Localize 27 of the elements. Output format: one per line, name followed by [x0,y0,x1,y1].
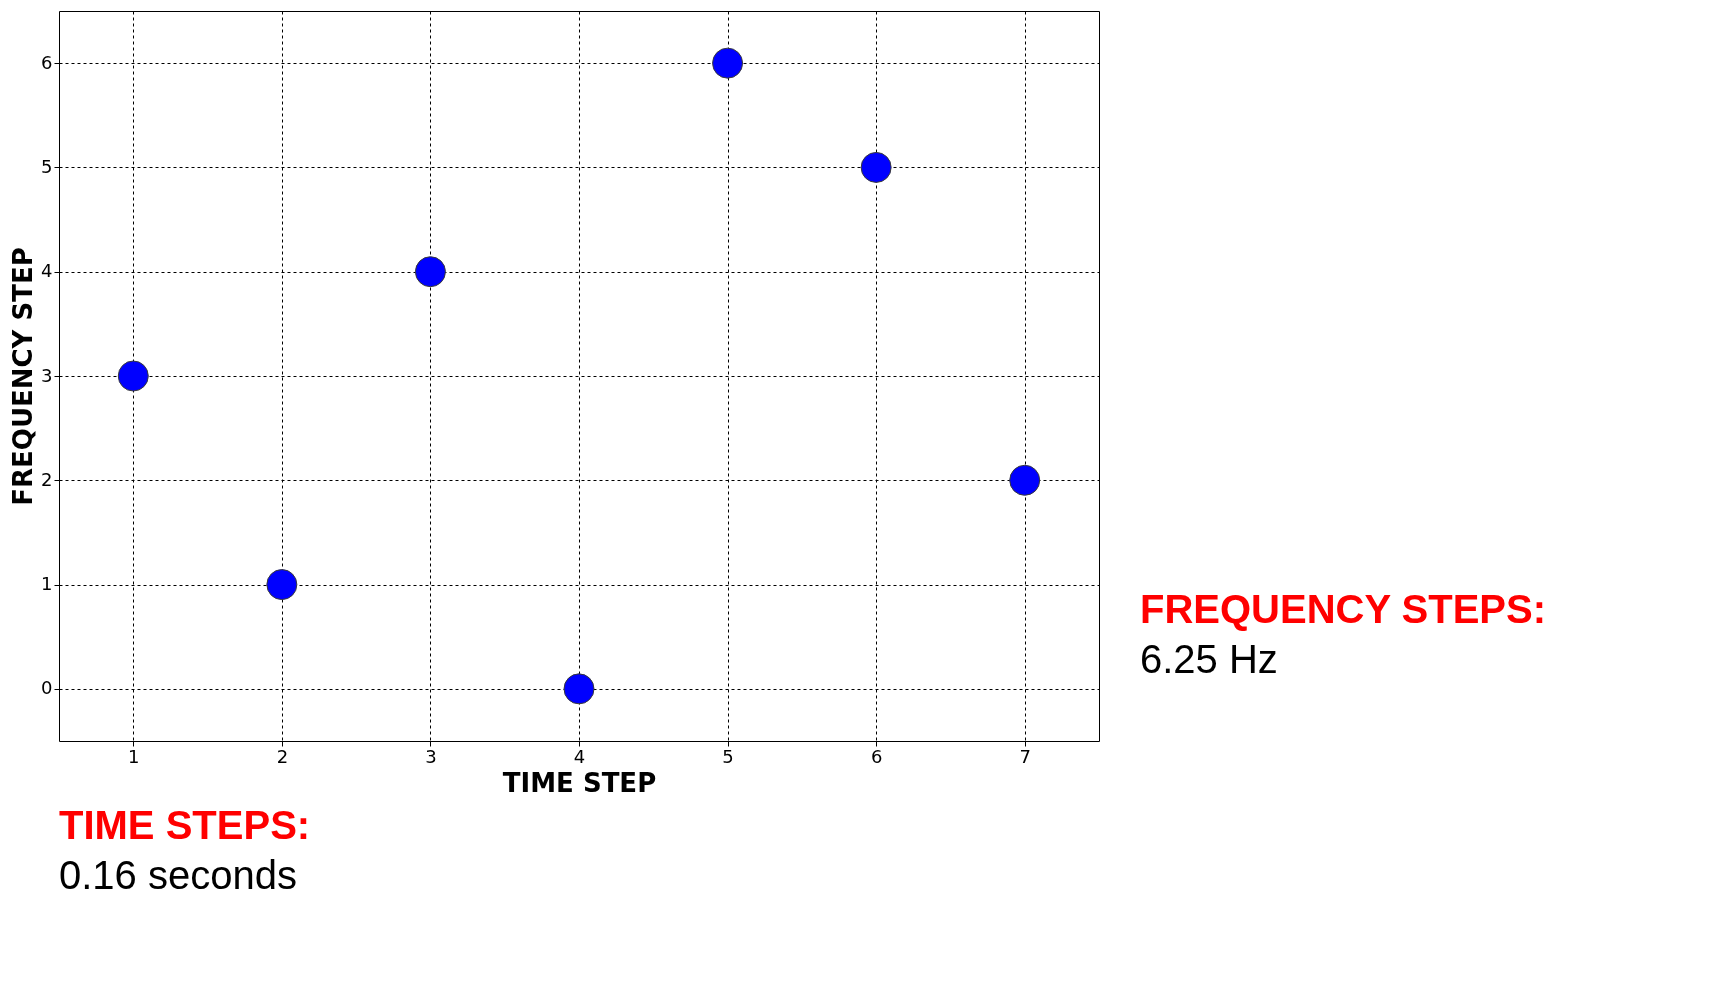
y-axis-title: FREQUENCY STEP [8,247,39,506]
x-tick-label: 7 [1019,745,1031,767]
y-tick-label: 1 [41,573,53,595]
y-tick-label: 2 [41,468,53,490]
x-tick-label: 2 [276,745,289,767]
y-tick-label: 6 [41,51,53,73]
x-tick-label: 1 [128,745,140,767]
point [1009,464,1041,496]
point [860,151,892,183]
x-tick-label: 6 [870,745,883,767]
text: 6.25 Hz [1140,637,1278,681]
y-tick-label: 0 [41,677,53,699]
point [117,360,149,392]
text: FREQUENCY STEPS: [1140,587,1546,631]
x-tick-label: 3 [425,745,437,767]
y-tick-label: 5 [41,155,53,177]
point [563,673,595,705]
y-tick-label: 3 [41,364,53,386]
text: 0.16 seconds [59,853,297,897]
point [266,569,298,601]
text: TIME STEPS: [59,803,311,847]
x-tick-label: 4 [573,745,586,767]
point [414,256,446,288]
y-tick-label: 4 [41,260,53,282]
x-axis-title: TIME STEP [502,767,657,798]
point [712,47,744,79]
x-tick-label: 5 [722,745,734,767]
